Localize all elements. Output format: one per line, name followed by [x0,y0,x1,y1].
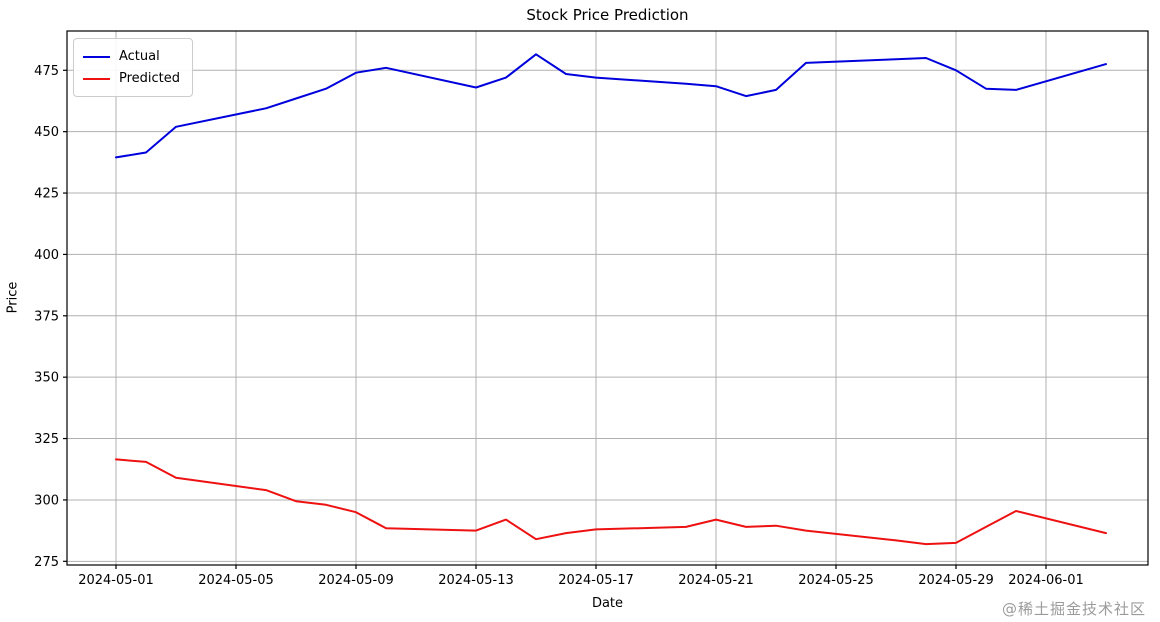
predicted-line-swatch [83,77,110,80]
x-tick-label: 2024-05-09 [318,573,394,588]
y-tick-label: 325 [34,432,59,447]
y-tick-label: 475 [34,64,59,79]
y-tick-label: 375 [34,309,59,324]
y-tick-label: 350 [34,371,59,386]
plot-frame [66,30,1149,566]
x-tick-label: 2024-06-01 [1008,573,1084,588]
legend: Actual Predicted [73,38,194,97]
y-tick-label: 300 [34,493,59,508]
legend-label-predicted: Predicted [119,71,181,86]
x-tick-label: 2024-05-01 [78,573,154,588]
y-tick-label: 425 [34,187,59,202]
x-axis-label: Date [591,596,624,611]
chart-title: Stock Price Prediction [526,6,689,24]
x-tick-label: 2024-05-17 [558,573,634,588]
watermark: @稀土掘金技术社区 [1001,600,1146,618]
x-tick-label: 2024-05-29 [918,573,994,588]
y-tick-label: 400 [34,248,59,263]
legend-label-actual: Actual [119,49,160,64]
x-tick-label: 2024-05-13 [438,573,514,588]
y-tick-label: 450 [34,125,59,140]
y-tick-label: 275 [34,555,59,570]
series-line-predicted [115,458,1107,546]
x-tick-label: 2024-05-25 [798,573,874,588]
y-axis-label: Price [5,281,21,314]
actual-line-swatch [83,55,110,58]
x-tick-label: 2024-05-21 [678,573,754,588]
x-tick-label: 2024-05-05 [198,573,274,588]
series-line-actual [115,53,1107,159]
legend-item-predicted: Predicted [83,72,180,85]
legend-item-actual: Actual [83,50,180,63]
